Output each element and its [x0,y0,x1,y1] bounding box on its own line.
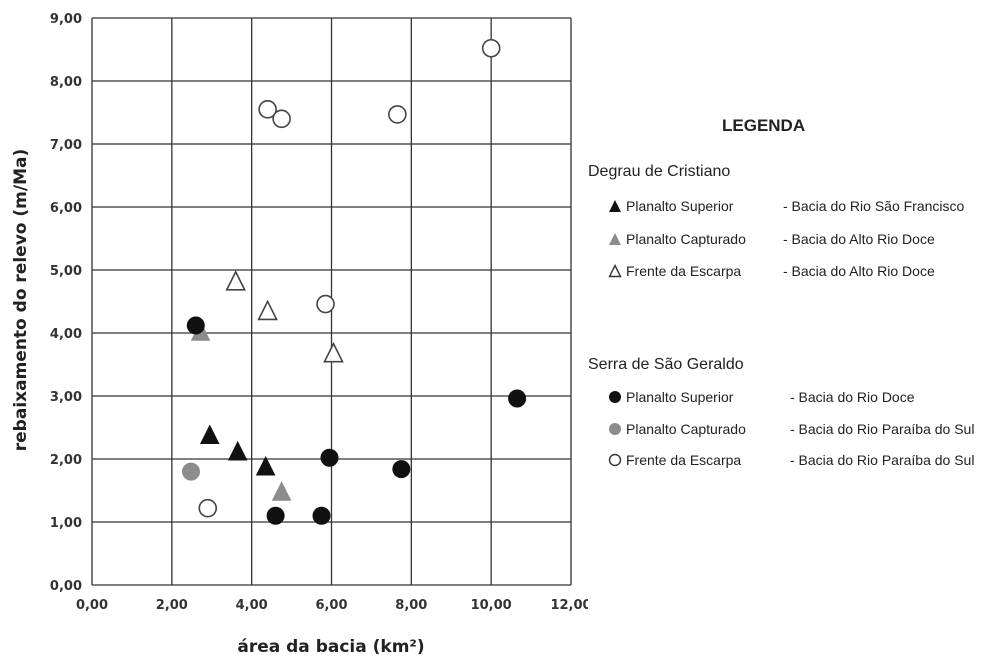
data-point-triangle [257,299,278,321]
data-point-circle [258,100,277,119]
data-point-circle [320,448,339,467]
y-axis-title: rebaixamento do relevo (m/Ma) [11,149,31,451]
y-tick-label: 8,00 [50,75,82,90]
y-tick-label: 1,00 [50,516,82,531]
legend-title: LEGENDA [722,116,806,135]
data-point-circle [316,294,335,314]
legend-group-serra-de-sao-geraldo: Serra de São Geraldo [588,356,744,373]
legend-label: Planalto Superior [626,389,734,405]
data-points [181,38,527,525]
legend-basin: - Bacia do Alto Rio Doce [783,263,935,279]
data-point-circle [508,389,527,408]
data-point-circle [272,109,291,129]
x-tick-label: 10,00 [471,598,512,613]
legend-label: Planalto Capturado [626,231,746,247]
legend-label: Planalto Superior [626,198,734,214]
y-tick-label: 0,00 [50,579,82,594]
data-point-circle [392,460,411,479]
x-tick-label: 12,00 [550,598,588,613]
triangle-solid-gray-icon [609,233,621,245]
legend-basin: - Bacia do Rio Doce [790,389,915,405]
legend-label: Frente da Escarpa [626,452,742,468]
data-point-triangle [323,341,344,363]
data-point-circle [312,506,331,525]
data-point-circle [198,498,218,518]
data-point-triangle [255,455,276,476]
triangle-solid-black-icon [609,200,621,212]
x-tick-label: 8,00 [395,598,427,613]
legend-basin: - Bacia do Rio Paraíba do Sul [790,421,975,437]
y-tick-label: 9,00 [50,12,82,27]
circle-solid-gray-icon [609,423,621,435]
y-tick-label: 4,00 [50,327,82,342]
x-tick-label: 0,00 [76,598,108,613]
data-point-circle [181,462,200,481]
legend-basin: - Bacia do Rio Paraíba do Sul [790,452,975,468]
x-tick-labels: 0,00 2,00 4,00 6,00 8,00 10,00 12,00 [76,598,588,613]
data-point-circle [266,506,285,525]
legend-basin: - Bacia do Alto Rio Doce [783,231,935,247]
circle-hollow-icon [608,453,622,467]
data-point-triangle [225,270,246,291]
scatter-chart: 0,00 2,00 4,00 6,00 8,00 10,00 12,00 0,00 1,00 2… [11,12,588,657]
triangle-hollow-icon [608,264,622,278]
x-tick-label: 4,00 [236,598,268,613]
legend-basin: - Bacia do Rio São Francisco [783,198,965,214]
x-tick-label: 6,00 [315,598,347,613]
x-axis-title: área da bacia (km²) [237,637,424,657]
circle-solid-black-icon [609,391,621,403]
data-point-triangle [199,424,220,445]
y-tick-label: 3,00 [50,390,82,405]
y-tick-label: 5,00 [50,264,82,279]
y-tick-label: 2,00 [50,453,82,468]
legend-group-degrau-de-cristiano: Degrau de Cristiano [588,163,731,180]
y-tick-label: 6,00 [50,201,82,216]
data-point-circle [481,38,501,58]
legend-label: Frente da Escarpa [626,263,742,279]
y-tick-label: 7,00 [50,138,82,153]
legend-label: Planalto Capturado [626,421,746,437]
data-point-circle [388,105,407,124]
data-point-circle [186,316,205,335]
data-point-triangle [227,440,248,461]
y-tick-labels: 0,00 1,00 2,00 3,00 4,00 5,00 6,00 7,00 8,00 9,00 [50,12,82,594]
data-point-triangle [271,481,292,501]
x-tick-label: 2,00 [156,598,188,613]
grid-lines [91,17,572,586]
